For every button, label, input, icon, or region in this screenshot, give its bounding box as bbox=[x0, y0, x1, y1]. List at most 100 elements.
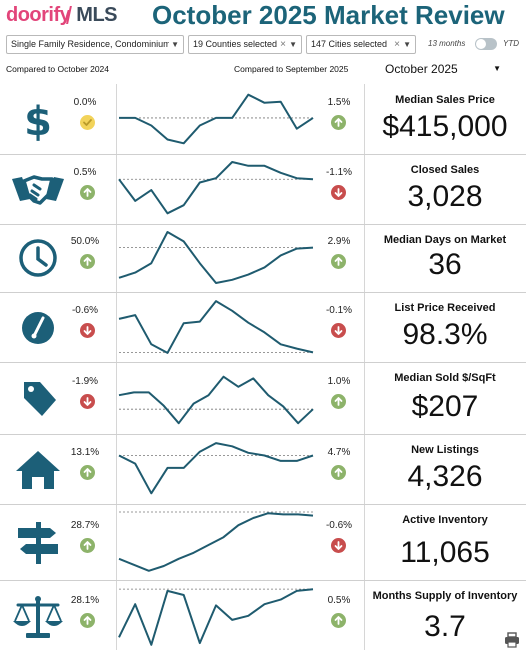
chevron-down-icon[interactable]: ▼ bbox=[403, 40, 411, 49]
arrow-up-icon bbox=[80, 613, 95, 628]
row-divider bbox=[0, 292, 526, 293]
sparkline-chart bbox=[118, 442, 315, 495]
metric-value: 36 bbox=[428, 248, 462, 281]
sparkline-series bbox=[118, 375, 314, 425]
yoy-change: 0.5% bbox=[73, 167, 97, 178]
sparkline-series bbox=[118, 300, 314, 354]
month-select[interactable]: October 2025 ▼ bbox=[385, 62, 505, 78]
compared-prior-year-label: Compared to October 2024 bbox=[6, 64, 110, 74]
metric-value: 3.7 bbox=[424, 610, 466, 643]
page-title: October 2025 Market Review bbox=[152, 0, 505, 30]
metric-value: $415,000 bbox=[382, 110, 508, 143]
signpost-icon bbox=[10, 518, 66, 566]
yoy-change: 13.1% bbox=[70, 447, 100, 458]
metric-value: 4,326 bbox=[407, 460, 483, 493]
logo-mls: MLS bbox=[76, 4, 117, 26]
gauge-icon bbox=[10, 303, 66, 351]
arrow-down-icon bbox=[331, 323, 346, 338]
mom-change: 2.9% bbox=[327, 236, 351, 247]
property-type-filter[interactable]: Single Family Residence, Condominium ▼ bbox=[6, 35, 184, 54]
sparkline-chart bbox=[118, 588, 315, 646]
chevron-down-icon[interactable]: ▼ bbox=[289, 40, 297, 49]
clear-icon[interactable]: × bbox=[394, 39, 400, 50]
metric-label: Median Sold $/SqFt bbox=[394, 372, 496, 384]
property-type-value: Single Family Residence, Condominium bbox=[11, 39, 169, 49]
metric-row[interactable]: 28.1% 0.5% Months Supply of Inventory 3.7 bbox=[0, 580, 526, 654]
sparkline-series bbox=[118, 231, 314, 284]
arrow-up-icon bbox=[80, 465, 95, 480]
mom-change: 4.7% bbox=[327, 447, 351, 458]
metric-row[interactable]: 0.5% -1.1% Closed Sales 3,028 bbox=[0, 154, 526, 224]
yoy-change: 28.7% bbox=[70, 520, 100, 531]
arrow-down-icon bbox=[80, 394, 95, 409]
yoy-change: -1.9% bbox=[71, 376, 99, 387]
sparkline-chart bbox=[119, 93, 315, 145]
sparkline-chart bbox=[118, 375, 315, 425]
arrow-up-icon bbox=[80, 254, 95, 269]
cities-filter[interactable]: 147 Cities selected × ▼ bbox=[306, 35, 416, 54]
metric-label: Median Days on Market bbox=[383, 234, 507, 246]
cities-value: 147 Cities selected bbox=[311, 39, 388, 49]
month-select-value: October 2025 bbox=[385, 62, 458, 76]
row-divider bbox=[0, 504, 526, 505]
toggle-label-13-months: 13 months bbox=[428, 39, 466, 48]
print-icon[interactable] bbox=[504, 632, 520, 648]
toggle-knob[interactable] bbox=[476, 39, 486, 49]
arrow-up-icon bbox=[331, 394, 346, 409]
metric-row[interactable]: -1.9% 1.0% Median Sold $/SqFt $207 bbox=[0, 362, 526, 434]
sparkline-chart bbox=[118, 231, 315, 284]
metric-label: Median Sales Price bbox=[395, 94, 495, 106]
mom-change: 0.5% bbox=[327, 595, 351, 606]
arrow-down-icon bbox=[331, 538, 346, 553]
sparkline-series bbox=[118, 512, 314, 572]
metric-label: New Listings bbox=[411, 444, 479, 456]
yoy-change: -0.6% bbox=[71, 305, 99, 316]
sparkline-chart bbox=[118, 300, 315, 354]
dollar-icon: $ bbox=[10, 95, 66, 145]
counties-filter[interactable]: 19 Counties selected × ▼ bbox=[188, 35, 302, 54]
metric-value: 98.3% bbox=[402, 318, 488, 351]
price-tag-icon bbox=[10, 374, 66, 422]
metric-row[interactable]: $0.0% 1.5% Median Sales Price $415,000 bbox=[0, 84, 526, 154]
arrow-up-icon bbox=[80, 185, 95, 200]
chevron-down-icon[interactable]: ▼ bbox=[493, 64, 501, 73]
sparkline-chart bbox=[118, 511, 315, 572]
arrow-down-icon bbox=[331, 185, 346, 200]
chevron-down-icon[interactable]: ▼ bbox=[171, 40, 179, 49]
logo-brand: doorify bbox=[6, 4, 71, 26]
sparkline-series bbox=[119, 93, 314, 145]
column-divider bbox=[116, 84, 117, 650]
arrow-up-icon bbox=[331, 613, 346, 628]
sparkline-chart bbox=[118, 161, 315, 215]
check-icon bbox=[80, 115, 95, 130]
arrow-up-icon bbox=[331, 254, 346, 269]
mom-change: -0.6% bbox=[325, 520, 353, 531]
row-divider bbox=[0, 362, 526, 363]
scales-icon bbox=[10, 593, 66, 641]
logo[interactable]: doorify MLS bbox=[6, 4, 117, 27]
metric-row[interactable]: 50.0% 2.9% Median Days on Market 36 bbox=[0, 224, 526, 292]
metric-row[interactable]: 28.7% -0.6% Active Inventory 11,065 bbox=[0, 504, 526, 580]
counties-value: 19 Counties selected bbox=[193, 39, 278, 49]
metric-row[interactable]: 13.1% 4.7% New Listings 4,326 bbox=[0, 434, 526, 504]
compared-prior-month-label: Compared to September 2025 bbox=[234, 64, 349, 74]
mom-change: 1.0% bbox=[327, 376, 351, 387]
sparkline-series bbox=[118, 588, 314, 646]
arrow-up-icon bbox=[80, 538, 95, 553]
metric-label: Closed Sales bbox=[410, 164, 480, 176]
clear-icon[interactable]: × bbox=[280, 39, 286, 50]
metric-value: 3,028 bbox=[407, 180, 483, 213]
row-divider bbox=[0, 580, 526, 581]
yoy-change: 28.1% bbox=[70, 595, 100, 606]
header: doorify MLS October 2025 Market Review bbox=[0, 0, 526, 34]
yoy-change: 0.0% bbox=[73, 97, 97, 108]
mom-change: 1.5% bbox=[327, 97, 351, 108]
period-toggle[interactable] bbox=[475, 38, 497, 50]
clock-icon bbox=[10, 234, 66, 282]
house-icon bbox=[10, 445, 66, 493]
toggle-label-ytd: YTD bbox=[503, 39, 519, 48]
metric-row[interactable]: -0.6% -0.1% List Price Received 98.3% bbox=[0, 292, 526, 362]
row-divider bbox=[0, 224, 526, 225]
sparkline-series bbox=[118, 161, 314, 215]
handshake-icon bbox=[10, 165, 66, 213]
